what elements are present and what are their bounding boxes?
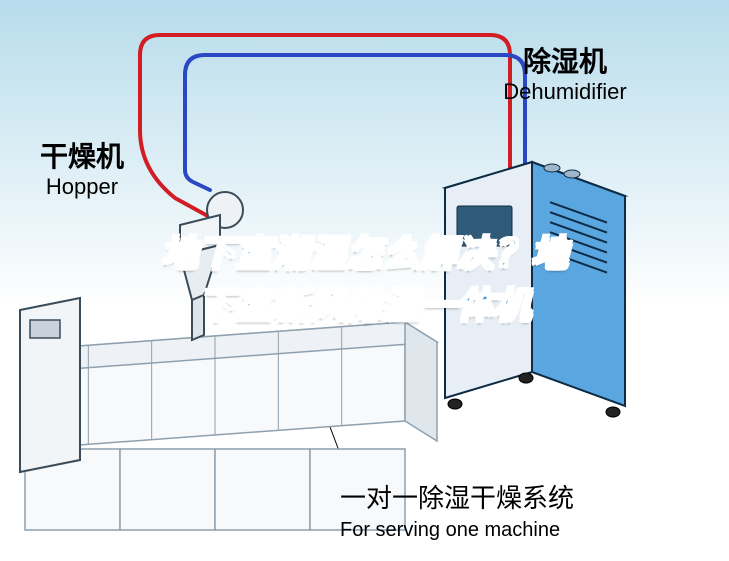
dehumidifier-label: 除湿机 Dehumidifier bbox=[440, 45, 690, 105]
system-caption-en: For serving one machine bbox=[340, 516, 574, 544]
hopper-label-en: Hopper bbox=[12, 174, 152, 200]
diagram-canvas: 除湿机 Dehumidifier 干燥机 Hopper 一对一除湿干燥系统 Fo… bbox=[0, 0, 729, 561]
headline-overlay: 地下室潮湿怎么解决？地 下室新风除湿一体机 bbox=[95, 225, 635, 329]
system-caption-zh: 一对一除湿干燥系统 bbox=[340, 480, 574, 516]
hopper-label-zh: 干燥机 bbox=[12, 140, 152, 174]
headline-line1: 地下室潮湿怎么解决？地 bbox=[95, 225, 635, 277]
system-caption: 一对一除湿干燥系统 For serving one machine bbox=[340, 480, 574, 544]
headline-line2: 下室新风除湿一体机 bbox=[95, 277, 635, 329]
dehumidifier-label-en: Dehumidifier bbox=[440, 79, 690, 105]
dehumidifier-label-zh: 除湿机 bbox=[440, 45, 690, 79]
hopper-label: 干燥机 Hopper bbox=[12, 140, 152, 200]
